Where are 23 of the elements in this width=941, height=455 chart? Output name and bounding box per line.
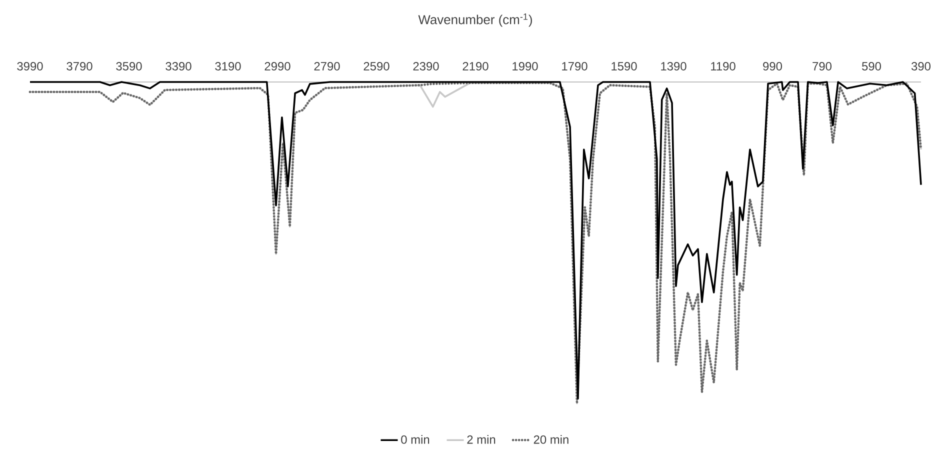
- x-tick-label: 1390: [661, 62, 686, 70]
- x-tick-label: 3590: [116, 62, 142, 70]
- x-tick-label: 990: [763, 62, 782, 70]
- x-tick-label: 2590: [364, 62, 390, 70]
- x-tick-label: 1990: [512, 62, 538, 70]
- x-tick-label: 2990: [264, 62, 290, 70]
- x-tick-label: 2390: [413, 62, 439, 70]
- x-tick-label: 3390: [166, 62, 192, 70]
- legend-label: 0 min: [401, 435, 430, 444]
- x-tick-label: 2790: [314, 62, 340, 70]
- x-tick-label: 1190: [711, 62, 736, 70]
- x-tick-label: 3190: [215, 62, 241, 70]
- x-tick-label: 390: [911, 62, 931, 70]
- x-tick-label: 3790: [66, 62, 92, 70]
- x-tick-label: 2190: [462, 62, 488, 70]
- legend-label: 20 min: [534, 435, 568, 444]
- x-tick-label: 790: [812, 62, 832, 70]
- legend-label: 2 min: [467, 435, 496, 444]
- x-tick-label: 3990: [17, 62, 43, 70]
- x-axis-title: Wavenumber (cm$^{-1}$): [418, 14, 532, 27]
- x-tick-label: 1790: [562, 62, 588, 70]
- x-tick-label: 590: [862, 62, 882, 70]
- x-tick-label: 1590: [612, 62, 637, 70]
